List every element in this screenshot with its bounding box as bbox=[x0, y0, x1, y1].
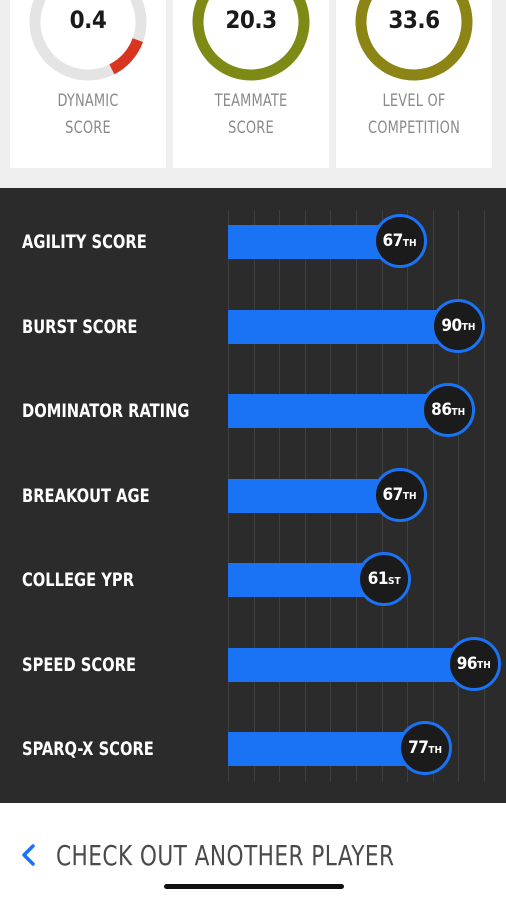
percentile-bar bbox=[228, 732, 426, 766]
percentile-badge: 67 TH bbox=[372, 467, 427, 522]
score-gauges-section: 0.4 DYNAMIC SCORE 20.3 TEAMMATE SCORE 33.6… bbox=[0, 0, 506, 188]
teammate-score-value: 20.3 bbox=[225, 6, 277, 34]
level-of-competition-value: 33.6 bbox=[388, 6, 440, 34]
teammate-score-gauge bbox=[192, 0, 310, 81]
percentile-rank: 67 bbox=[382, 484, 404, 505]
metric-label: COLLEGE YPR bbox=[22, 569, 135, 591]
metric-row: COLLEGE YPR 61 ST bbox=[0, 550, 506, 610]
percentile-rank: 67 bbox=[382, 231, 404, 251]
percentile-suffix: TH bbox=[402, 237, 417, 249]
metric-label: DOMINATOR RATING bbox=[22, 400, 190, 422]
percentile-rank: 96 bbox=[456, 653, 478, 674]
dynamic-score-label: DYNAMIC SCORE bbox=[57, 91, 119, 138]
percentile-badge: 67 TH bbox=[372, 214, 427, 268]
level-of-competition-label: LEVEL OF COMPETITION bbox=[368, 91, 460, 138]
teammate-score-card: 20.3 TEAMMATE SCORE bbox=[173, 0, 329, 168]
percentile-suffix: TH bbox=[477, 660, 491, 671]
dynamic-score-gauge bbox=[29, 0, 147, 81]
home-indicator bbox=[164, 884, 344, 889]
metric-label: BURST SCORE bbox=[22, 315, 138, 338]
percentile-suffix: TH bbox=[428, 744, 443, 756]
level-of-competition-gauge bbox=[355, 0, 473, 81]
metric-label: BREAKOUT AGE bbox=[22, 484, 150, 507]
percentile-bar bbox=[228, 309, 459, 344]
check-out-another-player-label: CHECK OUT ANOTHER PLAYER bbox=[56, 838, 395, 872]
percentile-badge: 96 TH bbox=[446, 636, 501, 691]
metric-row: SPARQ-X SCORE 77 TH bbox=[0, 719, 506, 779]
metric-row: BURST SCORE 90 TH bbox=[0, 297, 506, 357]
gauge-fill-arc bbox=[192, 0, 310, 81]
dynamic-score-card: 0.4 DYNAMIC SCORE bbox=[10, 0, 166, 168]
percentile-bar bbox=[228, 394, 449, 428]
percentile-suffix: TH bbox=[402, 491, 417, 502]
metric-label: SPEED SCORE bbox=[22, 653, 137, 676]
metric-label: AGILITY SCORE bbox=[22, 231, 147, 253]
grid-line bbox=[432, 210, 434, 782]
percentile-bar bbox=[228, 478, 400, 513]
grid-line bbox=[484, 210, 485, 782]
percentile-suffix: TH bbox=[451, 406, 466, 418]
gauge-track bbox=[29, 0, 147, 81]
chevron-left-icon bbox=[22, 844, 35, 866]
percentile-bar bbox=[228, 647, 474, 682]
teammate-score-label: TEAMMATE SCORE bbox=[214, 91, 288, 138]
percentile-badge: 61 ST bbox=[357, 552, 412, 606]
percentile-bar bbox=[228, 225, 400, 259]
bottom-bar: CHECK OUT ANOTHER PLAYER bbox=[0, 803, 506, 900]
gauge-fill-arc bbox=[29, 0, 147, 81]
percentile-suffix: TH bbox=[461, 322, 476, 333]
grid-line bbox=[458, 210, 460, 782]
percentile-rank: 86 bbox=[431, 400, 452, 420]
percentile-badge: 90 TH bbox=[431, 298, 486, 353]
percentile-rank: 77 bbox=[408, 738, 429, 758]
percentile-rank: 61 bbox=[367, 569, 389, 589]
percentile-badge: 77 TH bbox=[398, 721, 453, 775]
level-of-competition-card: 33.6 LEVEL OF COMPETITION bbox=[336, 0, 492, 168]
metric-row: DOMINATOR RATING 86 TH bbox=[0, 381, 506, 441]
percentile-rank: 90 bbox=[441, 315, 462, 336]
metric-row: SPEED SCORE 96 TH bbox=[0, 635, 506, 695]
metric-row: AGILITY SCORE 67 TH bbox=[0, 212, 506, 272]
percentile-badge: 86 TH bbox=[421, 383, 476, 437]
percentile-metrics-panel: AGILITY SCORE 67 TH BURST SCORE 90 TH DOMINATO… bbox=[0, 188, 506, 803]
metric-row: BREAKOUT AGE 67 TH bbox=[0, 466, 506, 526]
gauge-fill-arc bbox=[355, 0, 473, 81]
check-out-another-player-link[interactable]: CHECK OUT ANOTHER PLAYER bbox=[18, 833, 450, 877]
dynamic-score-value: 0.4 bbox=[69, 6, 107, 34]
metric-label: SPARQ-X SCORE bbox=[22, 738, 154, 760]
percentile-suffix: ST bbox=[387, 575, 401, 587]
